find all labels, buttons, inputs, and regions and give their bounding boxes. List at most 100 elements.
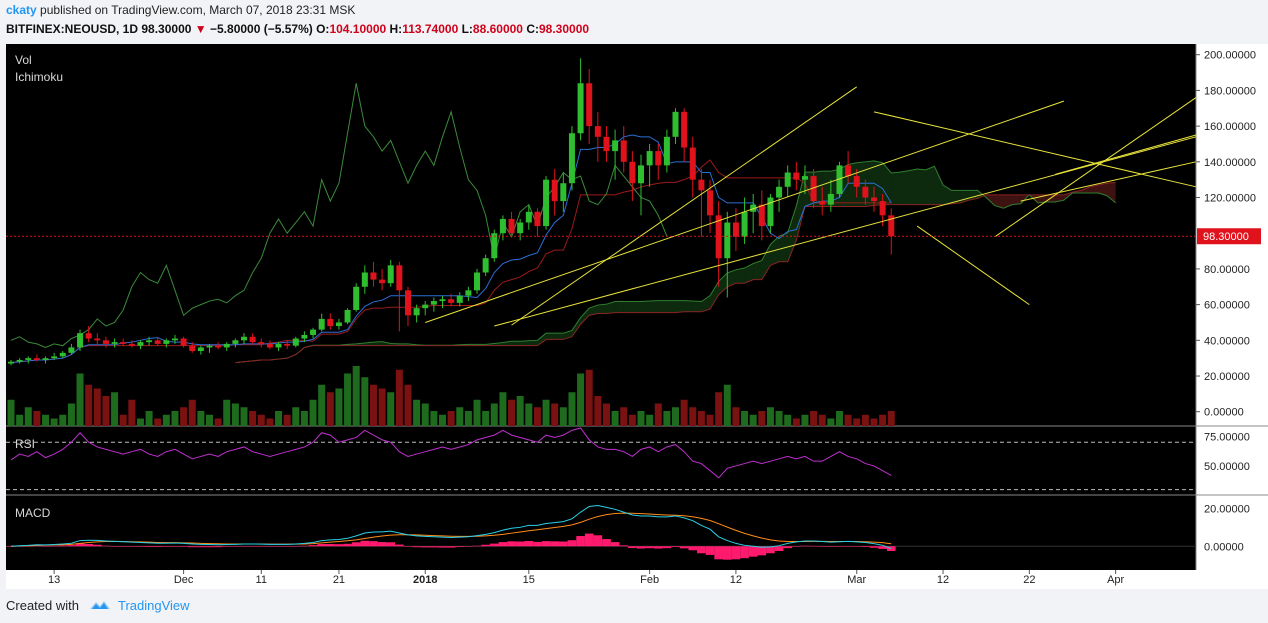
volume-bar bbox=[67, 403, 75, 426]
ichimoku-label[interactable]: Ichimoku bbox=[15, 70, 63, 84]
macd-histogram-bar bbox=[49, 545, 59, 547]
candle-body bbox=[465, 290, 472, 296]
candle-body bbox=[655, 151, 662, 166]
macd-histogram-bar bbox=[222, 546, 232, 547]
macd-histogram-bar bbox=[213, 546, 223, 548]
candle-body bbox=[629, 161, 636, 184]
ichimoku-cloud-segment bbox=[951, 190, 961, 204]
time-tick-label: Feb bbox=[640, 574, 659, 586]
volume-bar bbox=[387, 392, 395, 426]
macd-histogram-bar bbox=[127, 546, 137, 547]
macd-histogram-bar bbox=[75, 543, 85, 547]
macd-histogram-bar bbox=[533, 541, 542, 547]
ichimoku-cloud-segment bbox=[701, 295, 711, 312]
candle-body bbox=[862, 186, 869, 198]
ichimoku-cloud-segment bbox=[787, 205, 797, 262]
open-value: 104.10000 bbox=[329, 22, 387, 36]
ichimoku-cloud-segment bbox=[623, 301, 633, 313]
candle-body bbox=[646, 151, 653, 166]
macd-histogram-bar bbox=[32, 545, 42, 547]
volume-bar bbox=[473, 399, 481, 426]
candle-body bbox=[793, 172, 800, 180]
chart-area[interactable]: 98.30000 200.00000 180.00000 160.00000 140.0… bbox=[6, 44, 1268, 589]
rsi-pane[interactable] bbox=[6, 427, 1196, 491]
time-tick-label: 21 bbox=[333, 574, 345, 586]
ichimoku-cloud-segment bbox=[874, 160, 883, 206]
volume-bar bbox=[810, 411, 818, 426]
ichimoku-cloud-segment bbox=[994, 194, 1004, 209]
candle-body bbox=[491, 233, 498, 259]
ichimoku-cloud-segment bbox=[891, 172, 900, 205]
candle-body bbox=[284, 343, 291, 346]
time-tick-label: 15 bbox=[523, 574, 535, 586]
macd-histogram-bar bbox=[386, 542, 396, 547]
candle-body bbox=[232, 340, 239, 344]
candle-body bbox=[258, 342, 265, 344]
volume-bar bbox=[749, 414, 757, 426]
macd-histogram-bar bbox=[420, 546, 430, 548]
rsi-label[interactable]: RSI bbox=[15, 437, 35, 451]
tradingview-link[interactable]: TradingView bbox=[118, 598, 190, 613]
low-value: 88.60000 bbox=[472, 22, 523, 36]
candle-body bbox=[499, 218, 506, 234]
candle-body bbox=[68, 347, 75, 353]
candle-body bbox=[327, 318, 334, 327]
tradingview-logo-icon bbox=[89, 599, 111, 614]
candle-body bbox=[672, 111, 679, 137]
candle-body bbox=[301, 334, 308, 339]
candle-body bbox=[241, 336, 248, 341]
macd-histogram-bar bbox=[377, 542, 387, 547]
volume-bar bbox=[128, 399, 136, 426]
volume-bar bbox=[663, 411, 671, 426]
candle-body bbox=[715, 215, 722, 259]
candle-body bbox=[25, 358, 32, 360]
symbol-name: BITFINEX:NEOUSD, 1D bbox=[6, 22, 139, 36]
macd-histogram-bar bbox=[835, 546, 844, 547]
time-axis[interactable] bbox=[6, 570, 1196, 589]
macd-histogram-bar bbox=[662, 546, 672, 549]
ichimoku-cloud-segment bbox=[925, 166, 935, 205]
candle-body bbox=[137, 342, 144, 346]
rsi-tick-label: 75.00000 bbox=[1204, 431, 1250, 443]
volume-bar bbox=[542, 399, 550, 426]
ichimoku-cloud-segment bbox=[1003, 194, 1013, 209]
ichimoku-cloud-segment bbox=[1020, 194, 1030, 204]
ichimoku-cloud-segment bbox=[373, 341, 383, 346]
volume-bar bbox=[214, 418, 222, 426]
macd-histogram-bar bbox=[559, 541, 568, 547]
macd-histogram-bar bbox=[291, 546, 301, 547]
candle-body bbox=[344, 309, 351, 323]
ichimoku-cloud-segment bbox=[546, 333, 555, 340]
candle-body bbox=[784, 172, 791, 187]
chart-svg[interactable]: 98.30000 200.00000 180.00000 160.00000 140.0… bbox=[6, 44, 1268, 589]
macd-label[interactable]: MACD bbox=[15, 506, 51, 520]
price-pane[interactable] bbox=[6, 58, 1197, 426]
macd-histogram-bar bbox=[455, 546, 465, 548]
macd-histogram-bar bbox=[489, 543, 499, 547]
volume-bar bbox=[93, 388, 101, 426]
volume-bar bbox=[672, 407, 680, 426]
macd-histogram-bar bbox=[567, 540, 577, 547]
volume-bar bbox=[205, 414, 213, 426]
candle-body bbox=[146, 340, 153, 343]
vol-label[interactable]: Vol bbox=[15, 53, 32, 67]
ichimoku-cloud-segment bbox=[753, 260, 762, 280]
ichimoku-cloud-segment bbox=[744, 263, 754, 284]
candle-body bbox=[698, 179, 705, 191]
candle-body bbox=[482, 258, 489, 273]
volume-bar bbox=[628, 414, 636, 426]
macd-pane[interactable] bbox=[6, 505, 1196, 560]
volume-bar bbox=[7, 399, 15, 426]
candle-body bbox=[758, 204, 765, 227]
price-axis[interactable] bbox=[1196, 44, 1268, 589]
plot-background bbox=[6, 44, 1196, 570]
candle-body bbox=[888, 215, 895, 237]
macd-histogram-bar bbox=[705, 546, 715, 555]
author-name[interactable]: ckaty bbox=[6, 3, 37, 17]
candle-body bbox=[732, 222, 739, 237]
candle-body bbox=[102, 340, 109, 344]
candle-body bbox=[620, 140, 627, 162]
macd-histogram-bar bbox=[464, 546, 473, 547]
ichimoku-cloud-segment bbox=[899, 170, 909, 205]
ichimoku-cloud-segment bbox=[649, 300, 659, 313]
